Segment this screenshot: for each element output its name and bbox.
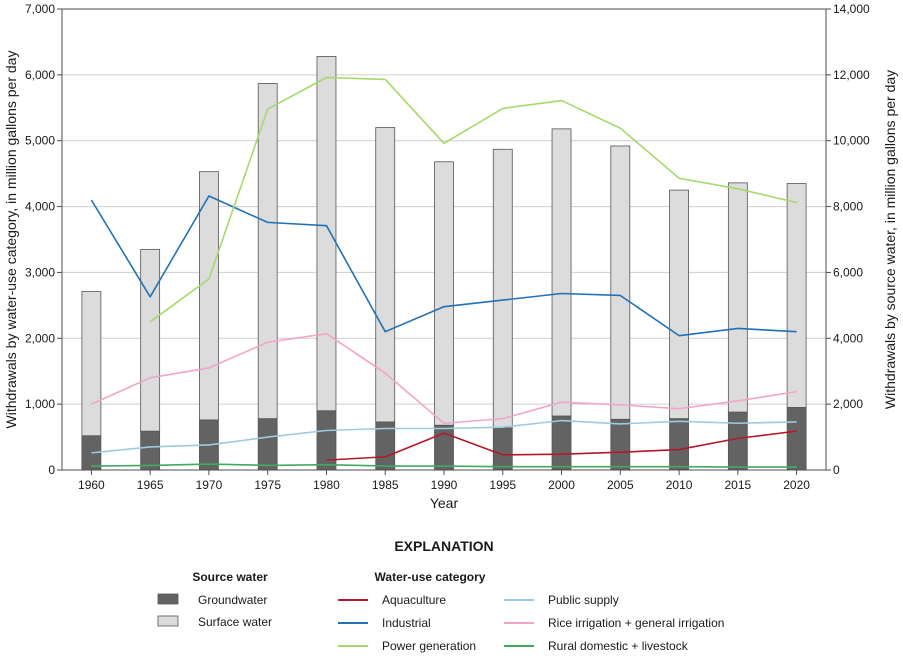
x-axis-title: Year bbox=[430, 495, 459, 511]
bar-groundwater bbox=[257, 418, 278, 471]
bar-surface-water bbox=[199, 171, 219, 421]
legend-source-heading: Source water bbox=[192, 570, 268, 584]
legend-label: Groundwater bbox=[198, 593, 267, 607]
bar-groundwater bbox=[786, 407, 807, 471]
legend-label: Surface water bbox=[198, 615, 272, 629]
y-left-tick-label: 7,000 bbox=[25, 2, 55, 16]
y-right-tick-label: 2,000 bbox=[833, 397, 863, 411]
bar-groundwater bbox=[140, 430, 161, 471]
y-right-tick-label: 6,000 bbox=[833, 265, 863, 279]
bar-surface-water bbox=[434, 161, 454, 426]
y-left-tick-label: 0 bbox=[48, 463, 55, 477]
y-axis-left-title: Withdrawals by water-use category, in mi… bbox=[3, 51, 19, 429]
bar-groundwater bbox=[669, 418, 689, 471]
y-right-tick-label: 0 bbox=[833, 463, 840, 477]
legend-category-heading: Water-use category bbox=[375, 570, 486, 584]
y-right-tick-label: 4,000 bbox=[833, 331, 863, 345]
lines-group bbox=[90, 76, 797, 468]
bar-surface-water bbox=[551, 128, 572, 417]
bar-surface-water bbox=[316, 56, 337, 412]
x-tick-label: 2000 bbox=[548, 478, 575, 492]
legend-label: Industrial bbox=[382, 616, 431, 630]
x-tick-label: 2010 bbox=[666, 478, 693, 492]
x-tick-label: 1960 bbox=[78, 478, 105, 492]
bar-groundwater bbox=[492, 427, 513, 471]
legend-label: Rice irrigation + general irrigation bbox=[548, 616, 724, 630]
y-left-tick-label: 5,000 bbox=[25, 134, 55, 148]
line-rural-domestic-livestock bbox=[91, 463, 797, 468]
y-right-tick-label: 14,000 bbox=[833, 2, 870, 16]
x-tick-label: 1970 bbox=[196, 478, 223, 492]
x-tick-label: 1965 bbox=[137, 478, 164, 492]
y-left-tick-label: 3,000 bbox=[25, 265, 55, 279]
legend-items: Groundwater Surface water Aquaculture Indus… bbox=[157, 593, 724, 653]
legend-title: EXPLANATION bbox=[394, 538, 493, 554]
legend-label: Public supply bbox=[548, 593, 619, 607]
line-public-supply bbox=[91, 419, 797, 454]
bar-surface-water bbox=[786, 183, 807, 408]
x-tick-label: 1990 bbox=[431, 478, 458, 492]
y-left-tick-label: 1,000 bbox=[25, 397, 55, 411]
bar-surface-water bbox=[669, 189, 689, 420]
x-tick-label: 1995 bbox=[489, 478, 516, 492]
y-left-tick-label: 4,000 bbox=[25, 200, 55, 214]
x-tick-label: 2020 bbox=[783, 478, 810, 492]
y-right-tick-label: 12,000 bbox=[833, 68, 870, 82]
bar-groundwater bbox=[610, 418, 631, 471]
bar-groundwater bbox=[316, 410, 337, 471]
line-industrial bbox=[90, 195, 797, 337]
bar-groundwater bbox=[727, 411, 748, 471]
x-tick-label: 2005 bbox=[607, 478, 634, 492]
x-tick-label: 1980 bbox=[313, 478, 340, 492]
y-left-tick-label: 6,000 bbox=[25, 68, 55, 82]
line-aquaculture bbox=[326, 430, 797, 461]
bar-surface-water bbox=[81, 291, 102, 437]
x-tick-label: 1975 bbox=[254, 478, 281, 492]
legend: EXPLANATION Source water Water-use categ… bbox=[157, 538, 724, 653]
bar-groundwater bbox=[434, 424, 454, 471]
x-tick-label: 1985 bbox=[372, 478, 399, 492]
axis-ticks: 0 1,000 2,000 3,000 4,000 5,000 6,000 7,000 0 2,0… bbox=[25, 2, 870, 492]
y-axis-right-title: Withdrawals by source water, in million … bbox=[882, 70, 898, 409]
x-tick-label: 2015 bbox=[724, 478, 751, 492]
bar-groundwater bbox=[551, 415, 572, 471]
legend-swatch-surface-water bbox=[157, 615, 179, 627]
bar-surface-water bbox=[727, 182, 748, 413]
legend-label: Power generation bbox=[382, 639, 476, 653]
bar-surface-water bbox=[610, 145, 631, 420]
line-rice-irrigation-general-irrigation bbox=[91, 332, 797, 425]
y-right-tick-label: 8,000 bbox=[833, 200, 863, 214]
y-left-tick-label: 2,000 bbox=[25, 331, 55, 345]
legend-swatch-groundwater bbox=[157, 593, 179, 605]
bar-surface-water bbox=[375, 127, 396, 423]
legend-label: Rural domestic + livestock bbox=[548, 639, 689, 653]
line-power-generation bbox=[149, 76, 797, 323]
bar-surface-water bbox=[257, 83, 278, 420]
bars-group bbox=[81, 56, 807, 471]
bar-surface-water bbox=[492, 148, 513, 429]
y-right-tick-label: 10,000 bbox=[833, 134, 870, 148]
legend-label: Aquaculture bbox=[382, 593, 446, 607]
bar-surface-water bbox=[140, 248, 161, 432]
